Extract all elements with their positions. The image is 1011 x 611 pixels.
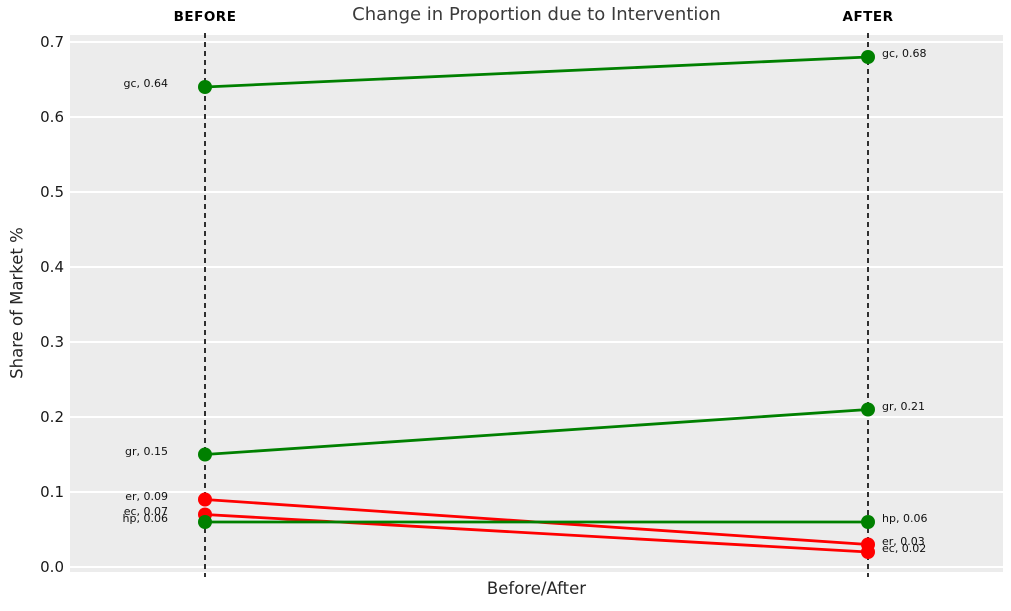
y-tick-label-0.6: 0.6 <box>40 108 64 126</box>
point-label-hp-after: hp, 0.06 <box>882 512 928 525</box>
y-axis-label: Share of Market % <box>7 227 27 379</box>
gridline-0.2 <box>70 416 1003 418</box>
gridline-0.3 <box>70 341 1003 343</box>
plot-area <box>70 35 1003 572</box>
point-label-gc-before: gc, 0.64 <box>123 77 168 90</box>
y-tick-label-0.7: 0.7 <box>40 33 64 51</box>
y-tick-label-0.5: 0.5 <box>40 183 64 201</box>
point-label-ec-after: ec, 0.02 <box>882 542 927 555</box>
gridline-0.1 <box>70 491 1003 493</box>
x-axis-label: Before/After <box>486 579 587 598</box>
chart-title: Change in Proportion due to Intervention <box>352 4 721 25</box>
point-label-hp-before: hp, 0.06 <box>122 512 168 525</box>
point-label-er-before: er, 0.09 <box>125 489 168 503</box>
gridline-0.5 <box>70 191 1003 193</box>
y-tick-label-0.1: 0.1 <box>40 483 64 501</box>
point-label-gc-after: gc, 0.68 <box>882 47 927 60</box>
point-label-ec-before: ec, 0.07 <box>123 504 168 518</box>
point-label-er-after: er, 0.03 <box>882 534 925 548</box>
gridline-0.4 <box>70 266 1003 268</box>
y-tick-label-0.3: 0.3 <box>40 333 64 351</box>
gridline-0.7 <box>70 41 1003 43</box>
point-label-gr-after: gr, 0.21 <box>882 399 925 413</box>
point-label-gr-before: gr, 0.15 <box>125 444 168 458</box>
y-tick-label-0.2: 0.2 <box>40 408 64 426</box>
gridline-0.0 <box>70 566 1003 568</box>
gridline-0.6 <box>70 116 1003 118</box>
y-tick-label-0.4: 0.4 <box>40 258 64 276</box>
before-column-header: BEFORE <box>173 9 237 25</box>
after-column-header: AFTER <box>842 9 894 25</box>
y-tick-label-0.0: 0.0 <box>40 558 64 576</box>
